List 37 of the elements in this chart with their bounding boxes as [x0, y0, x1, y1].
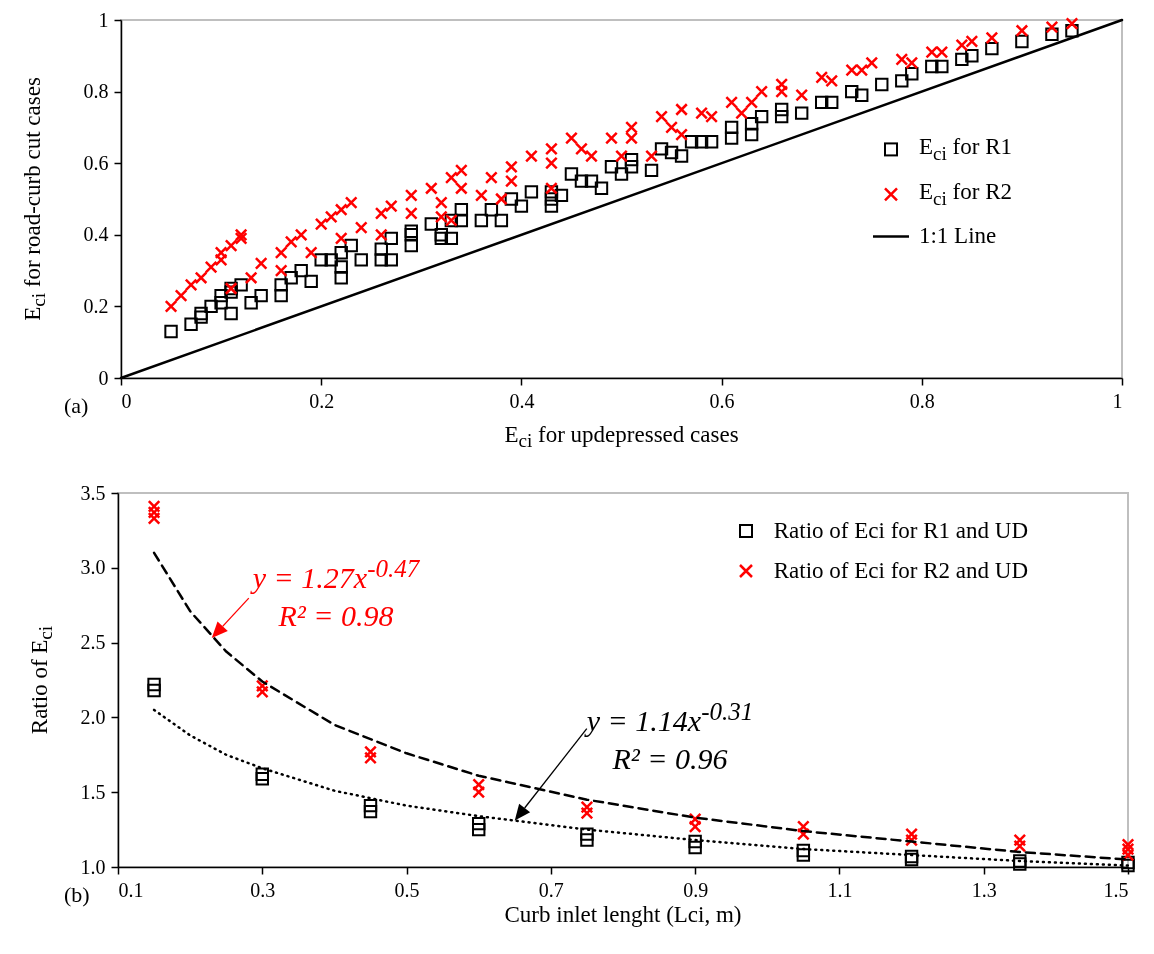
- x-tick-label: 0.3: [250, 878, 276, 901]
- y-tick-label: 0: [98, 366, 109, 389]
- x-tick-label: 1.5: [1103, 878, 1129, 901]
- x-axis-title: Curb inlet lenght (Lci, m): [504, 902, 742, 928]
- legend-label: E$_{ci}$ for R2: [918, 179, 1012, 210]
- annotation: y = 1.14x$^{-0.31}$ R² = 0.96: [586, 696, 754, 777]
- legend-label: Ratio of Eci for R1 and UD: [773, 518, 1028, 544]
- x-axis-title: E$_{ci}$ for updepressed cases: [504, 421, 739, 453]
- y-tick-label: 3.5: [80, 481, 106, 504]
- y-tick-label: 2.5: [80, 631, 106, 654]
- y-tick-label: 3.0: [80, 556, 106, 579]
- legend-label: E$_{ci}$ for R1: [918, 134, 1012, 165]
- x-tick-label: 1: [1112, 389, 1123, 412]
- text: (a): [64, 393, 89, 419]
- legend-label: Ratio of Eci for R2 and UD: [773, 558, 1028, 584]
- y-tick-label: 1.5: [80, 780, 106, 803]
- x-tick-label: 1.1: [827, 878, 853, 901]
- y-tick-label: 0.6: [83, 151, 109, 174]
- y-tick-label: 0.2: [83, 294, 109, 317]
- x-tick-label: 0.2: [309, 389, 335, 412]
- y-tick-label: 0.8: [83, 80, 109, 103]
- x-tick-label: 0.5: [394, 878, 420, 901]
- y-tick-label: 0.4: [83, 223, 109, 246]
- x-tick-label: 0.4: [509, 389, 535, 412]
- text: (b): [64, 882, 90, 908]
- annotation: y = 1.27x$^{-0.47}$ R² = 0.98: [252, 554, 420, 635]
- x-tick-label: 0.9: [683, 878, 709, 901]
- x-tick-label: 0.1: [118, 878, 144, 901]
- x-tick-label: 0.8: [909, 389, 935, 412]
- y-tick-label: 2.0: [80, 705, 106, 728]
- y-tick-label: 1.0: [80, 855, 106, 878]
- y-tick-label: 1: [98, 8, 109, 31]
- x-tick-label: 0.7: [538, 878, 564, 901]
- x-tick-label: 0: [121, 389, 132, 412]
- x-tick-label: 1.3: [971, 878, 997, 901]
- x-tick-label: 0.6: [709, 389, 735, 412]
- legend-label: 1:1 Line: [918, 223, 997, 250]
